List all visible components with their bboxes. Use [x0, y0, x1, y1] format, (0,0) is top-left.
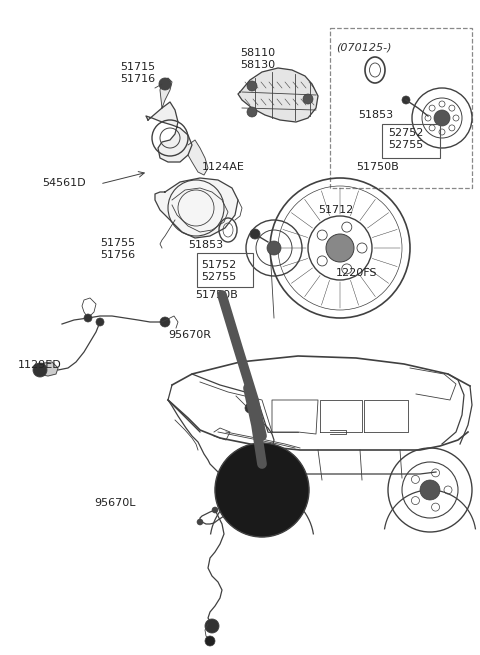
Polygon shape	[155, 178, 238, 238]
Circle shape	[267, 241, 281, 255]
Text: 54561D: 54561D	[42, 178, 85, 188]
Circle shape	[245, 403, 255, 413]
Polygon shape	[146, 102, 192, 162]
Text: 95670L: 95670L	[94, 498, 135, 508]
Text: 51853: 51853	[188, 240, 223, 250]
Circle shape	[159, 78, 171, 90]
Circle shape	[247, 107, 257, 117]
Text: 51755
51756: 51755 51756	[100, 238, 135, 259]
Circle shape	[205, 636, 215, 646]
Circle shape	[250, 229, 260, 239]
Text: 51712: 51712	[318, 205, 353, 215]
Text: 51750B: 51750B	[357, 162, 399, 172]
Bar	[197, 253, 253, 287]
Text: 95670R: 95670R	[168, 330, 211, 340]
Circle shape	[96, 318, 104, 326]
Text: 1220FS: 1220FS	[336, 268, 377, 278]
Circle shape	[160, 317, 170, 327]
Bar	[382, 124, 440, 158]
Text: 52752
52755: 52752 52755	[388, 128, 423, 149]
Circle shape	[197, 519, 203, 525]
Circle shape	[215, 443, 309, 537]
Circle shape	[420, 480, 440, 500]
Polygon shape	[188, 140, 208, 175]
Text: 51715
51716: 51715 51716	[120, 62, 156, 84]
Circle shape	[326, 234, 354, 262]
Text: 1124AE: 1124AE	[202, 162, 245, 172]
Circle shape	[303, 94, 313, 104]
Polygon shape	[238, 68, 318, 122]
Text: 51750B: 51750B	[195, 290, 238, 300]
Circle shape	[205, 619, 219, 633]
Text: 1129ED: 1129ED	[18, 360, 62, 370]
Circle shape	[33, 363, 47, 377]
Circle shape	[212, 507, 218, 513]
Text: (070125-): (070125-)	[336, 42, 392, 52]
Circle shape	[84, 314, 92, 322]
Circle shape	[247, 81, 257, 91]
Circle shape	[434, 110, 450, 126]
Text: 58110
58130: 58110 58130	[240, 48, 276, 69]
Text: 51752
52755: 51752 52755	[201, 260, 236, 282]
Text: 51853: 51853	[358, 110, 393, 120]
Polygon shape	[38, 362, 58, 376]
Circle shape	[402, 96, 410, 104]
Bar	[330, 28, 472, 188]
Polygon shape	[160, 78, 172, 108]
